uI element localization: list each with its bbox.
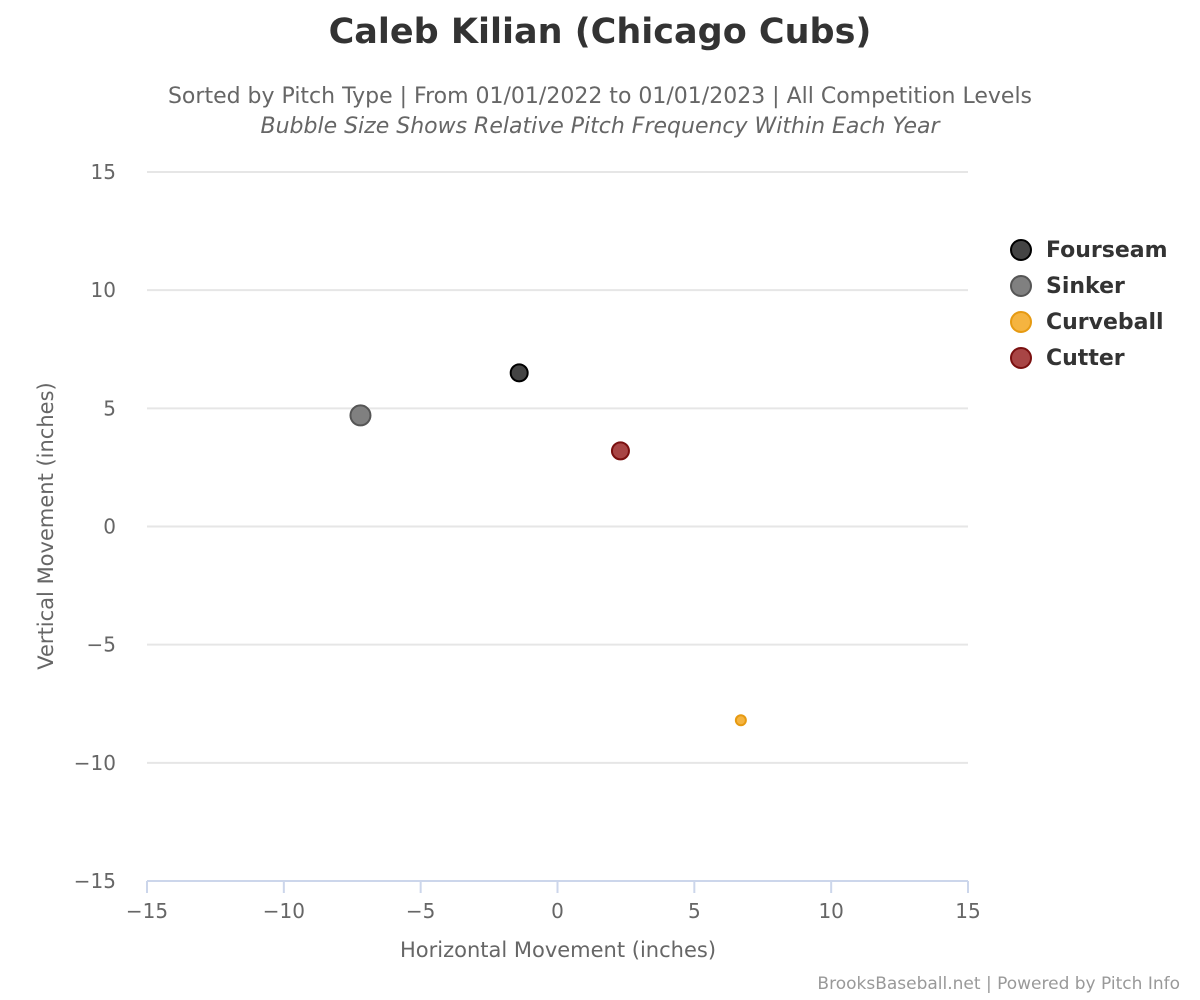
point-fourseam[interactable] — [509, 363, 529, 383]
x-tick-label: −10 — [263, 899, 305, 923]
x-tick-label: −5 — [406, 899, 435, 923]
legend-marker — [1010, 347, 1032, 369]
legend-marker — [1010, 239, 1032, 261]
y-tick-label: 0 — [103, 515, 116, 539]
chart-title: Caleb Kilian (Chicago Cubs) — [328, 12, 872, 52]
legend-item-fourseam[interactable]: Fourseam — [1010, 232, 1168, 268]
legend-label: Cutter — [1046, 345, 1125, 371]
y-tick-label: 10 — [91, 278, 116, 302]
chart-subtitle: Sorted by Pitch Type | From 01/01/2022 t… — [0, 82, 1200, 142]
x-axis-title: Horizontal Movement (inches) — [400, 938, 716, 962]
x-tick-label: 0 — [551, 899, 564, 923]
x-tick-label: 10 — [818, 899, 843, 923]
x-tick-label: 5 — [688, 899, 701, 923]
point-cutter[interactable] — [610, 441, 630, 461]
credits[interactable]: BrooksBaseball.net | Powered by Pitch In… — [817, 974, 1180, 994]
grid-lines — [147, 171, 968, 764]
x-tick-label: −15 — [126, 899, 168, 923]
subtitle-line-1: Sorted by Pitch Type | From 01/01/2022 t… — [167, 84, 1033, 109]
legend-item-sinker[interactable]: Sinker — [1010, 268, 1168, 304]
y-tick-label: −10 — [74, 751, 116, 775]
legend-label: Curveball — [1046, 309, 1164, 335]
x-axis: −15 −10 −5 0 5 10 15 — [126, 880, 981, 923]
y-tick-label: −15 — [74, 869, 116, 893]
legend-item-curveball[interactable]: Curveball — [1010, 304, 1168, 340]
y-tick-label: 5 — [103, 396, 116, 420]
point-curveball[interactable] — [734, 714, 747, 727]
legend-label: Sinker — [1046, 273, 1125, 299]
y-axis-title: Vertical Movement (inches) — [34, 382, 58, 669]
data-points — [349, 363, 747, 727]
y-tick-label: −5 — [87, 633, 116, 657]
legend-label: Fourseam — [1046, 237, 1168, 263]
y-tick-label: 15 — [91, 160, 116, 184]
legend-item-cutter[interactable]: Cutter — [1010, 340, 1168, 376]
x-tick-label: 15 — [955, 899, 980, 923]
chart-legend: Fourseam Sinker Curveball Cutter — [1010, 232, 1168, 376]
y-axis-ticks: 15 10 5 0 −5 −10 −15 — [74, 160, 116, 893]
point-sinker[interactable] — [349, 404, 372, 427]
legend-marker — [1010, 275, 1032, 297]
legend-marker — [1010, 311, 1032, 333]
subtitle-line-2: Bubble Size Shows Relative Pitch Frequen… — [260, 114, 940, 139]
